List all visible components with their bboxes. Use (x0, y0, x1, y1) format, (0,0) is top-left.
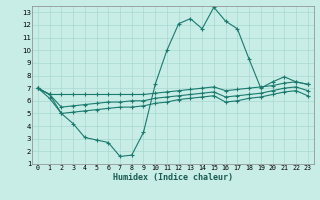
X-axis label: Humidex (Indice chaleur): Humidex (Indice chaleur) (113, 173, 233, 182)
